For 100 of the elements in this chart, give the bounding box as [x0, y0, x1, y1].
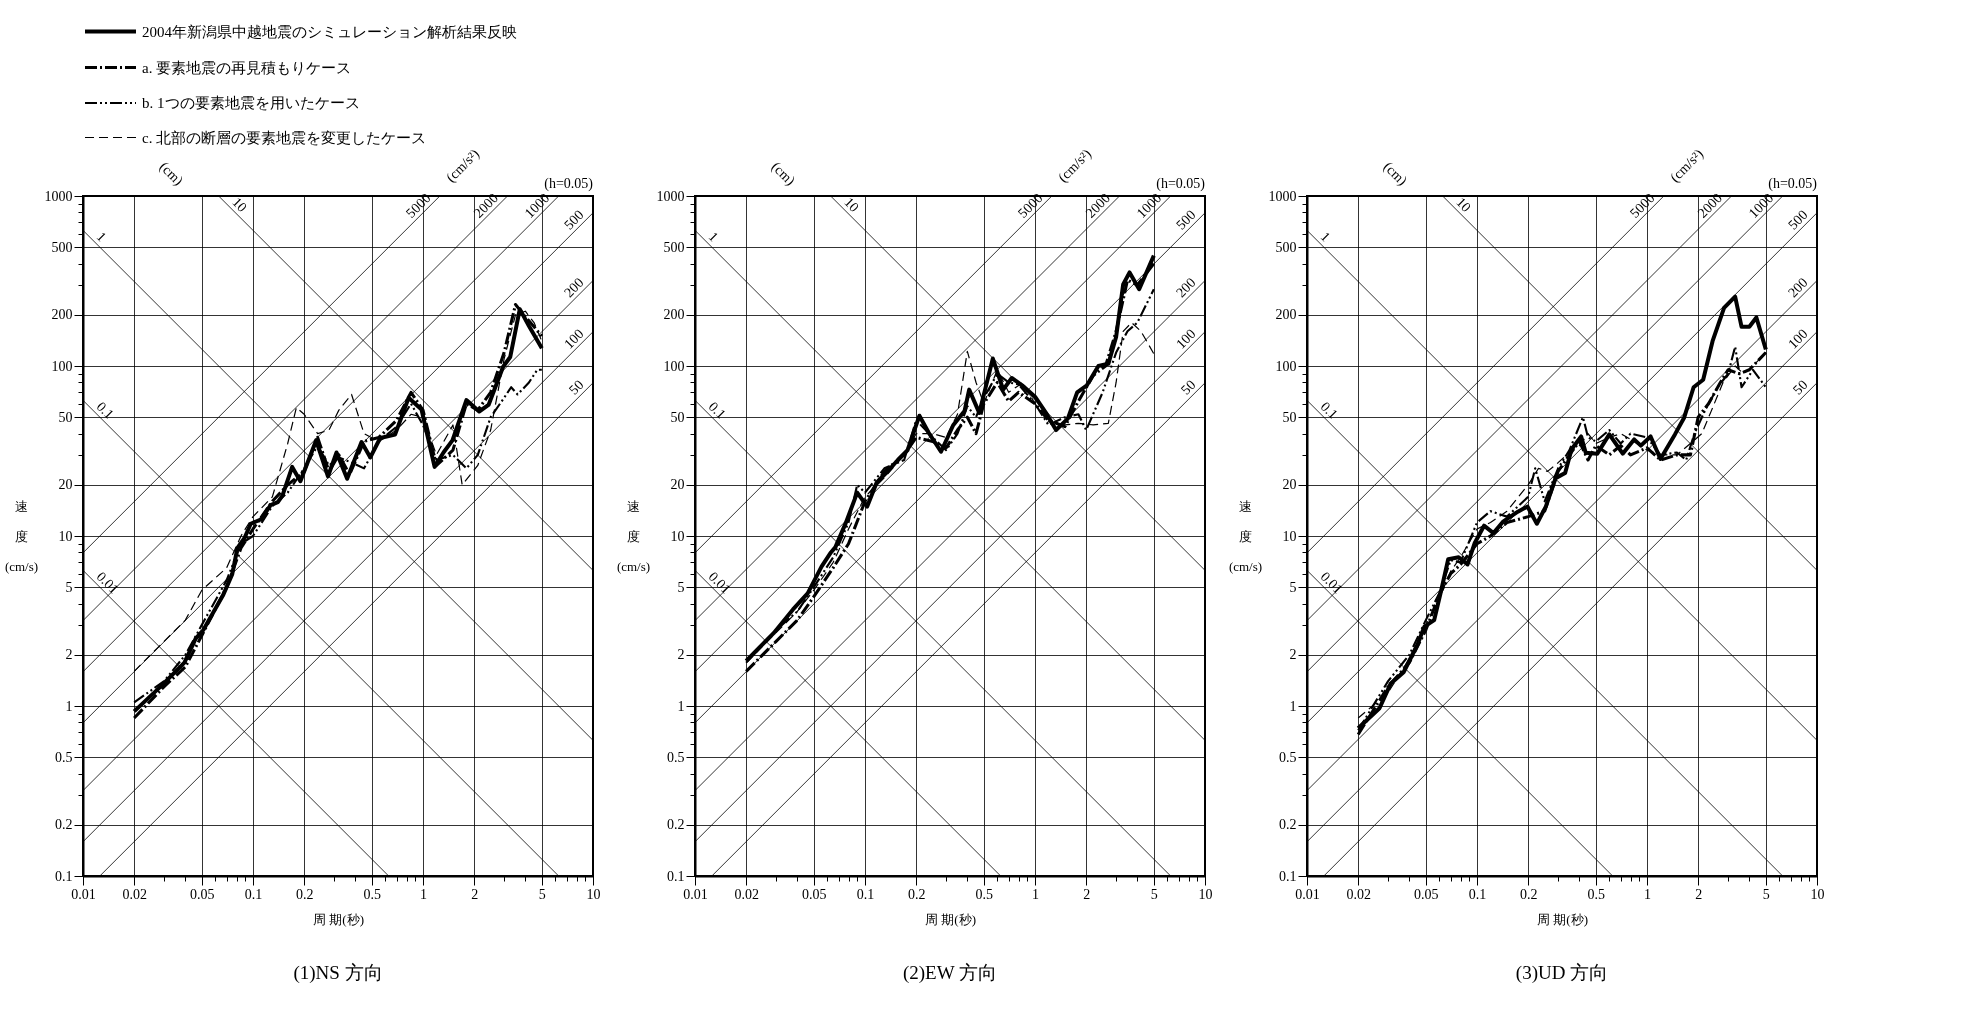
y-tick-label: 0.5 — [1279, 749, 1297, 765]
text: 0.01 — [1317, 568, 1346, 597]
text: 50 — [1790, 377, 1811, 398]
legend-label: a. 要素地震の再見積もりケース — [142, 59, 352, 76]
x-tick-label: 10 — [586, 886, 601, 902]
x-tick-label: 5 — [538, 886, 546, 902]
x-tick-label: 0.2 — [1519, 886, 1538, 902]
x-axis-title: 周 期(秒) — [1537, 911, 1588, 927]
x-tick-label: 0.1 — [856, 886, 875, 902]
text: 1 — [93, 228, 110, 245]
text: 0.1 — [93, 398, 117, 422]
x-tick-label: 0.05 — [190, 886, 215, 902]
x-axis-title: 周 期(秒) — [925, 911, 976, 927]
x-tick-label: 0.05 — [802, 886, 827, 902]
text: (cm) — [768, 159, 799, 190]
legend-label: 2004年新潟県中越地震のシミュレーション解析結果反映 — [142, 23, 517, 40]
text: 0.01 — [93, 568, 122, 597]
x-tick-label: 0.02 — [1346, 886, 1371, 902]
y-tick-label: 0.1 — [55, 868, 73, 884]
text: 500 — [1785, 207, 1811, 233]
y-tick-label: 100 — [51, 358, 73, 374]
y-tick-label: 10 — [670, 528, 685, 544]
text: (h=0.05) — [1768, 176, 1818, 192]
x-tick-label: 0.5 — [363, 886, 382, 902]
y-tick-label: 2 — [65, 647, 73, 663]
x-tick-label: 10 — [1810, 886, 1825, 902]
x-tick-label: 0.05 — [1414, 886, 1439, 902]
text: 100 — [1173, 326, 1199, 352]
text: 500 — [561, 207, 587, 233]
x-axis-title: 周 期(秒) — [313, 911, 364, 927]
y-tick-label: 1 — [677, 698, 685, 714]
text: 1 — [705, 228, 722, 245]
text: 0.1 — [1317, 398, 1341, 422]
x-tick-label: 0.01 — [683, 886, 708, 902]
y-tick-label: 50 — [1282, 409, 1297, 425]
x-tick-label: 0.02 — [122, 886, 147, 902]
y-tick-label: 1000 — [1268, 188, 1297, 204]
y-tick-label: 20 — [1282, 477, 1297, 493]
y-tick-label: 0.5 — [55, 749, 73, 765]
legend-label: b. 1つの要素地震を用いたケース — [142, 95, 360, 111]
text: 0.1 — [705, 398, 729, 422]
y-tick-label: 0.1 — [667, 868, 685, 884]
y-tick-label: 0.1 — [1279, 868, 1297, 884]
y-tick-label: 5 — [1289, 579, 1297, 595]
x-tick-label: 1 — [420, 886, 427, 902]
y-tick-label: 500 — [1275, 239, 1297, 255]
text: (cm) — [156, 159, 187, 190]
y-tick-label: 200 — [663, 307, 685, 323]
y-tick-label: 500 — [663, 239, 685, 255]
y-tick-label: 0.2 — [55, 817, 73, 833]
y-tick-label: 0.2 — [1279, 817, 1297, 833]
x-tick-label: 5 — [1150, 886, 1158, 902]
x-tick-label: 0.02 — [734, 886, 759, 902]
y-tick-label: 5 — [677, 579, 685, 595]
legend-label: c. 北部の断層の要素地震を変更したケース — [142, 129, 427, 146]
y-axis-title: 速度(cm/s) — [1228, 498, 1263, 574]
y-tick-label: 20 — [58, 477, 73, 493]
y-tick-label: 200 — [1275, 307, 1297, 323]
y-tick-label: 2 — [1289, 647, 1297, 663]
text: 100 — [561, 326, 587, 352]
y-tick-label: 500 — [51, 239, 73, 255]
y-tick-label: 1000 — [44, 188, 73, 204]
y-tick-label: 10 — [58, 528, 73, 544]
x-tick-label: 10 — [1198, 886, 1213, 902]
x-tick-label: 0.1 — [244, 886, 263, 902]
y-axis-title: 速度(cm/s) — [4, 498, 39, 574]
text: (h=0.05) — [1156, 176, 1206, 192]
y-tick-label: 100 — [663, 358, 685, 374]
y-tick-label: 5 — [65, 579, 73, 595]
text: 500 — [1173, 207, 1199, 233]
x-tick-label: 0.5 — [975, 886, 994, 902]
text: 200 — [1173, 274, 1199, 301]
x-tick-label: 0.01 — [71, 886, 96, 902]
x-tick-label: 2 — [1695, 886, 1703, 902]
text: (h=0.05) — [544, 176, 594, 192]
x-tick-label: 5 — [1762, 886, 1770, 902]
text: (cm) — [1380, 159, 1411, 190]
x-tick-label: 0.2 — [907, 886, 926, 902]
y-tick-label: 1 — [1289, 698, 1297, 714]
y-tick-label: 20 — [670, 477, 685, 493]
text: (3)UD 方向 — [1515, 962, 1609, 984]
y-tick-label: 2 — [677, 647, 685, 663]
text: 100 — [1785, 326, 1811, 352]
text: 10 — [229, 194, 250, 216]
x-tick-label: 0.1 — [1468, 886, 1487, 902]
x-tick-label: 0.2 — [295, 886, 314, 902]
x-tick-label: 1 — [1032, 886, 1039, 902]
x-tick-label: 0.5 — [1587, 886, 1606, 902]
text: 200 — [561, 274, 587, 301]
text: (1)NS 方向 — [293, 962, 383, 984]
y-axis-title: 速度(cm/s) — [616, 498, 651, 574]
y-tick-label: 100 — [1275, 358, 1297, 374]
text: 10 — [841, 194, 862, 216]
x-tick-label: 2 — [1083, 886, 1091, 902]
text: 0.01 — [705, 568, 734, 597]
text: 50 — [566, 377, 587, 398]
y-tick-label: 50 — [58, 409, 73, 425]
x-tick-label: 2 — [471, 886, 479, 902]
y-tick-label: 0.2 — [667, 817, 685, 833]
x-tick-label: 0.01 — [1295, 886, 1320, 902]
